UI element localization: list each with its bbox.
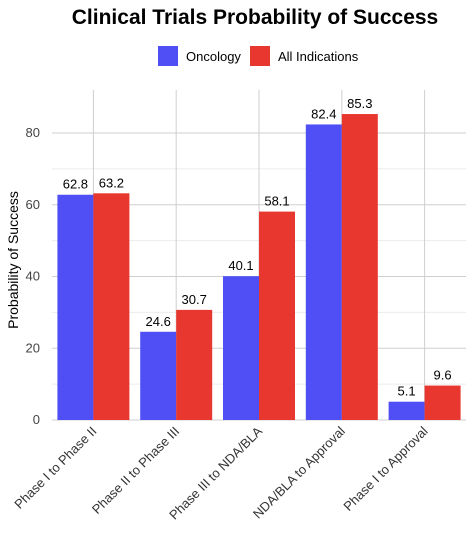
x-tick-label: Phase II to Phase III: [89, 424, 182, 517]
bar: [176, 309, 213, 420]
data-label: 24.6: [146, 314, 171, 329]
bar: [341, 114, 378, 421]
y-tick-label: 40: [26, 269, 40, 284]
bar: [140, 331, 177, 420]
y-axis-label: Probability of Success: [5, 191, 21, 329]
data-label: 82.4: [311, 106, 336, 121]
data-label: 30.7: [182, 292, 207, 307]
bar: [223, 276, 259, 420]
legend-swatch: [250, 46, 270, 66]
bar: [305, 124, 342, 420]
data-label: 40.1: [228, 258, 253, 273]
data-label: 85.3: [347, 96, 372, 111]
data-label: 9.6: [434, 368, 452, 383]
legend-label: All Indications: [278, 49, 359, 64]
bar: [388, 401, 425, 420]
bars: [57, 114, 461, 421]
x-tick-label: Phase III to NDA/BLA: [166, 423, 265, 522]
data-labels: 62.8 63.2 24.6 30.7 40.1 58.1 82.4 85.3 5.1 9.6: [63, 96, 452, 399]
chart-title: Clinical Trials Probability of Success: [72, 6, 438, 29]
x-tick-label: Phase I to Phase II: [11, 424, 99, 512]
y-tick-label: 20: [26, 340, 40, 355]
bar: [259, 211, 295, 420]
bar: [424, 385, 461, 420]
x-tick-label: NDA/BLA to Approval: [250, 423, 348, 521]
legend: Oncology All Indications: [158, 46, 359, 66]
data-label: 58.1: [264, 194, 289, 209]
bar: [93, 193, 130, 420]
y-tick-label: 80: [26, 125, 40, 140]
legend-swatch: [158, 46, 178, 66]
bar: [57, 194, 94, 420]
legend-label: Oncology: [186, 49, 241, 64]
data-label: 5.1: [398, 384, 416, 399]
data-label: 62.8: [63, 177, 88, 192]
data-label: 63.2: [99, 175, 124, 190]
y-tick-label: 0: [33, 412, 40, 427]
y-tick-label: 60: [26, 197, 40, 212]
x-tick-label: Phase I to Approval: [340, 423, 430, 513]
y-axis: 0 20 40 60 80: [26, 125, 40, 427]
